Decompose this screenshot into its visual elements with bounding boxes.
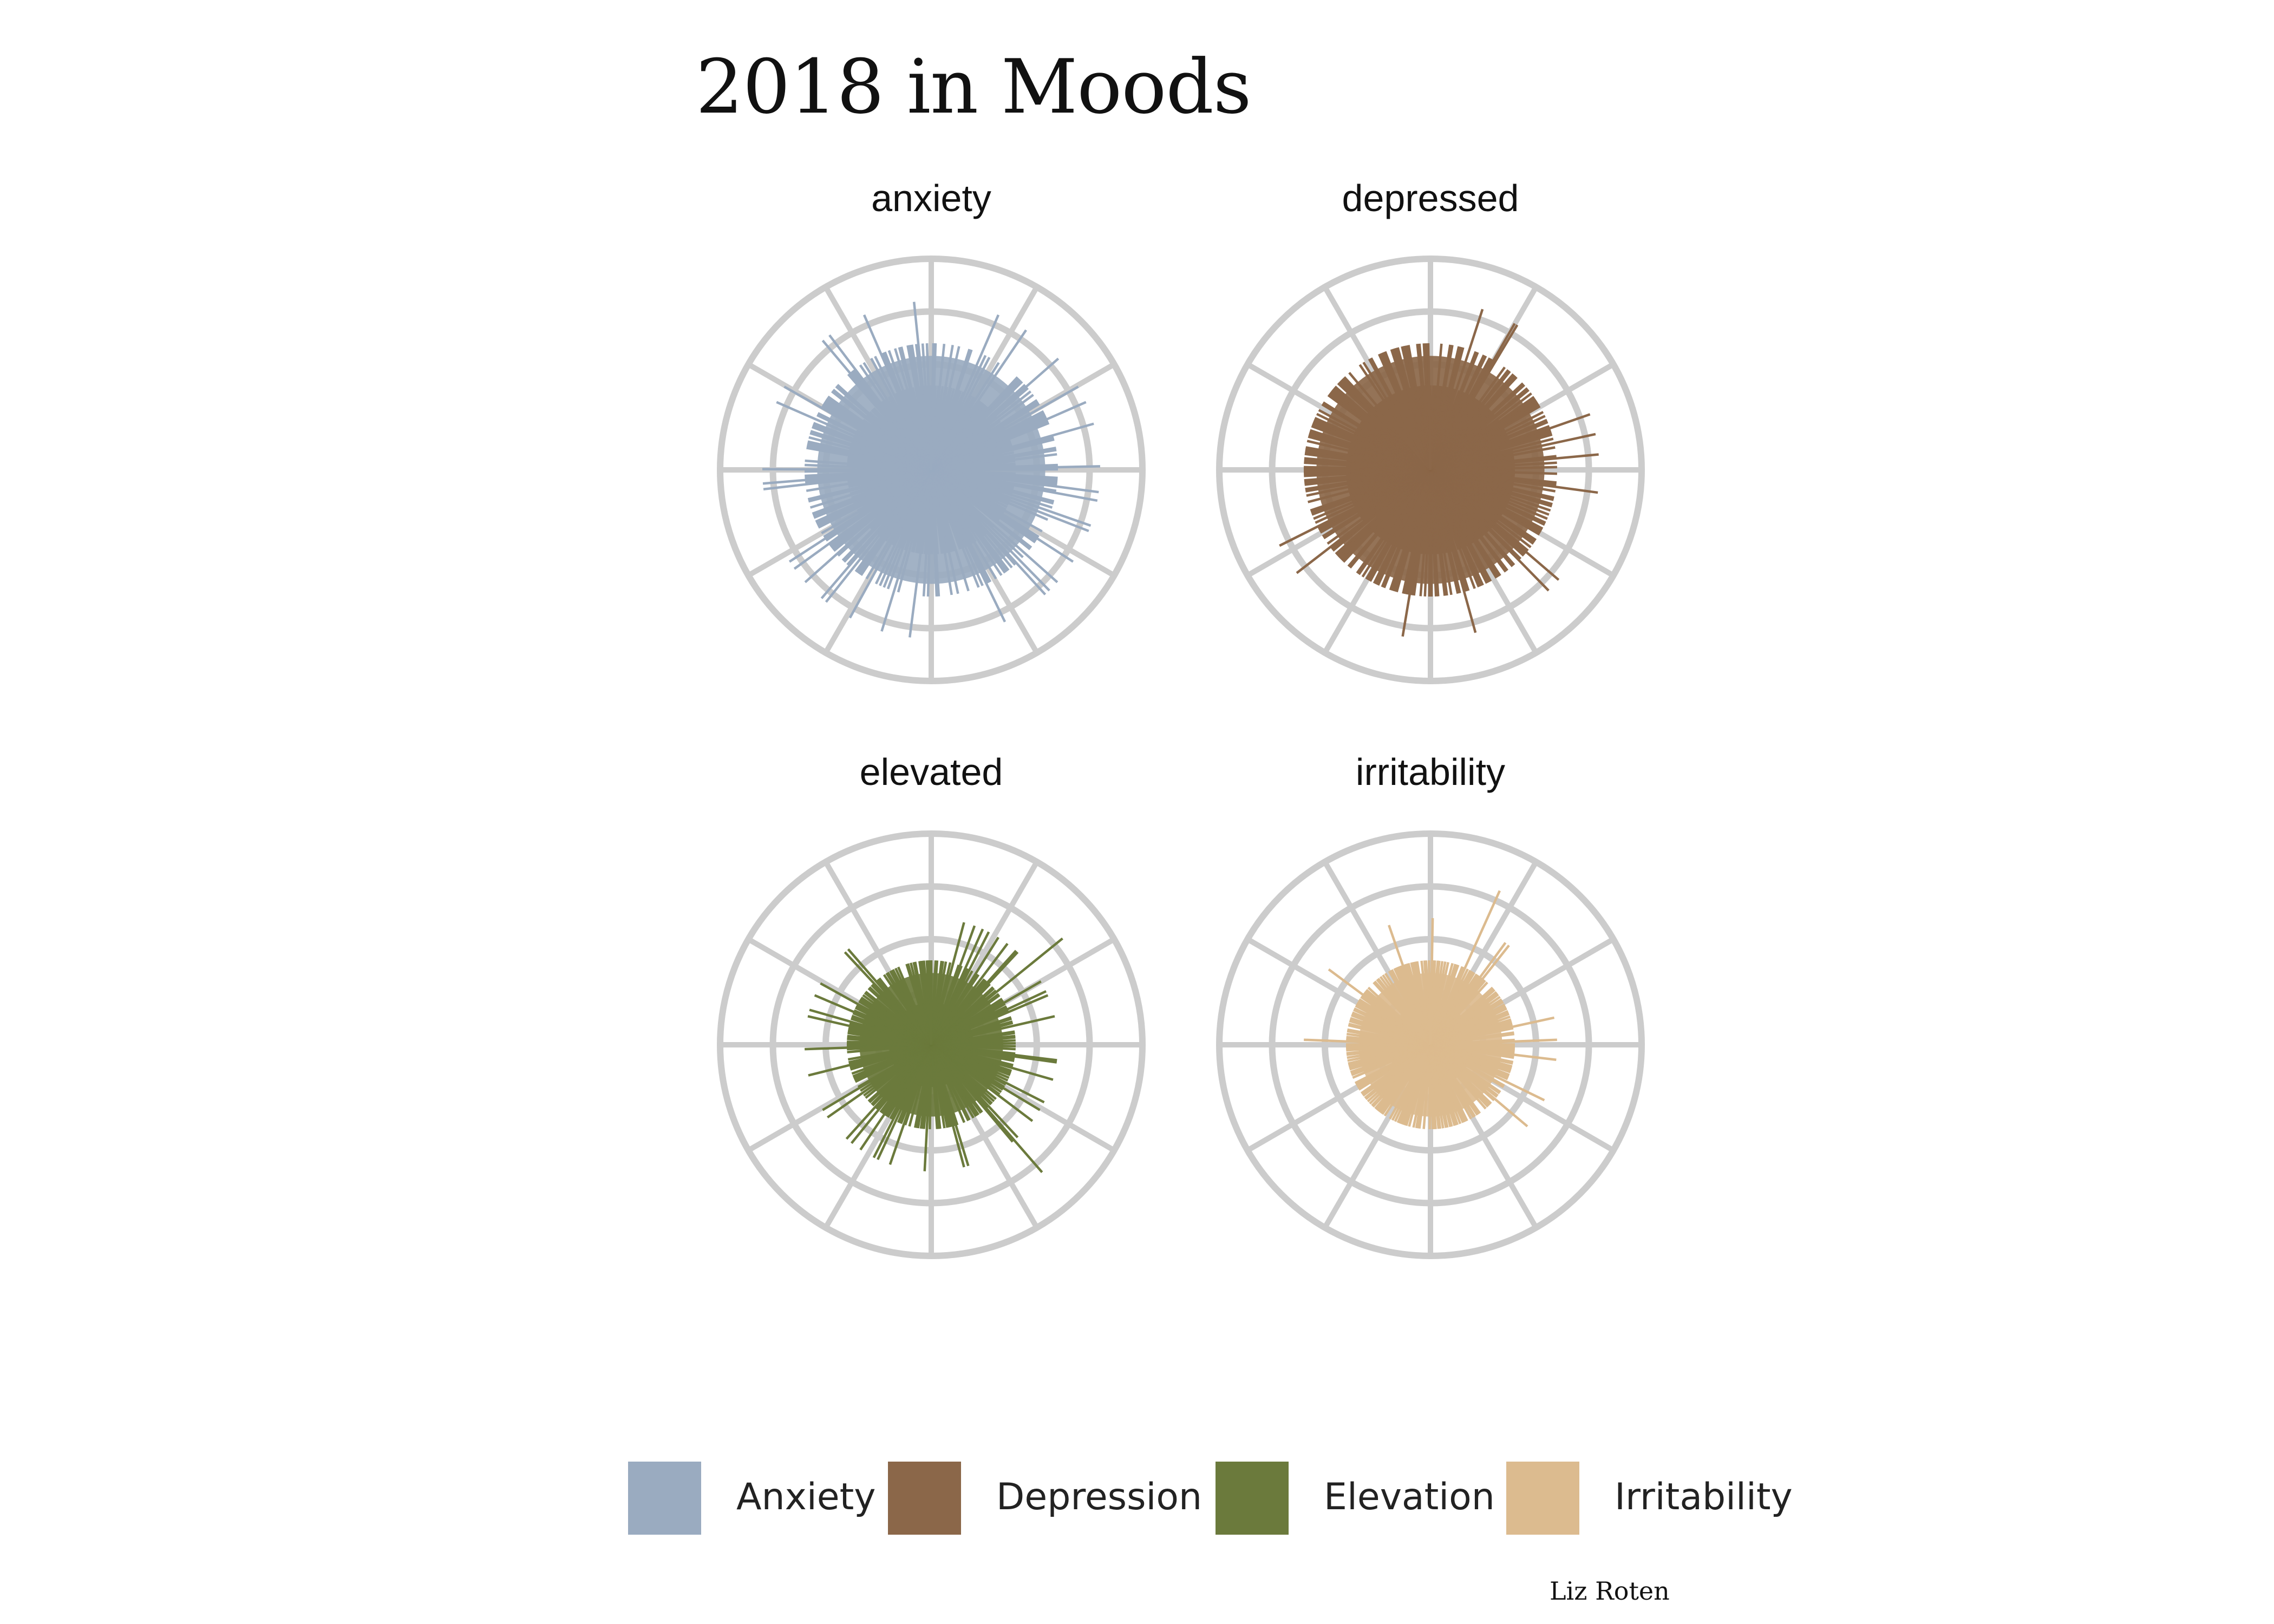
legend-item: Depression [888, 1462, 1202, 1535]
author-credit: Liz Roten [1550, 1576, 1670, 1606]
panel-title: irritability [1356, 751, 1505, 793]
legend-item: Irritability [1506, 1462, 1793, 1535]
legend-label: Elevation [1324, 1476, 1495, 1518]
page-title: 2018 in Moods [696, 43, 1252, 130]
bar [929, 385, 933, 470]
grid-spoke [955, 860, 1040, 1001]
grid-spoke [823, 1089, 907, 1229]
grid-spoke [823, 860, 907, 1001]
legend-item: Anxiety [628, 1462, 876, 1535]
grid-spoke [1322, 1089, 1407, 1229]
grid-spoke [747, 937, 887, 1021]
legend: Anxiety Depression Elevation Irritability [628, 1462, 1793, 1535]
radial-panel-elevated: elevated [717, 751, 1146, 1259]
bar [1427, 343, 1432, 470]
radial-panel-depressed: depressed [1216, 177, 1645, 684]
legend-swatch [1216, 1462, 1289, 1535]
legend-swatch [1506, 1462, 1579, 1535]
panel-title: depressed [1342, 177, 1519, 219]
legend-swatch [628, 1462, 701, 1535]
legend-label: Irritability [1615, 1476, 1793, 1518]
legend-label: Anxiety [736, 1476, 876, 1518]
panel-title: anxiety [871, 177, 991, 219]
legend-item: Elevation [1216, 1462, 1495, 1535]
panel-title: elevated [860, 751, 1003, 793]
bar [1428, 960, 1432, 1045]
radial-panel-irritability: irritability [1216, 751, 1645, 1259]
legend-label: Depression [996, 1476, 1202, 1518]
legend-swatch [888, 1462, 961, 1535]
radial-panel-anxiety: anxiety [717, 177, 1146, 684]
bar [929, 960, 933, 1045]
